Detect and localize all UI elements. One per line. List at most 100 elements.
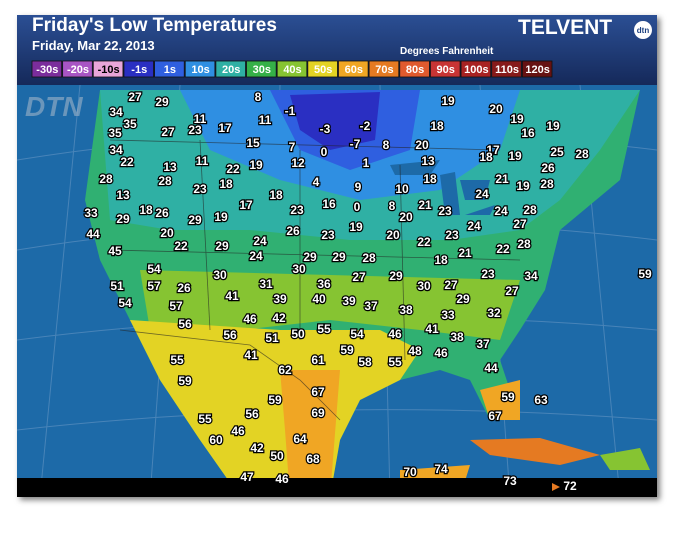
- legend-label: 40s: [283, 64, 301, 76]
- temperature: 29: [215, 239, 229, 253]
- temperature: 46: [434, 346, 448, 360]
- temperature: 24: [494, 204, 508, 218]
- legend-label: 60s: [345, 64, 363, 76]
- temperature: 27: [161, 125, 175, 139]
- temperature: 39: [342, 294, 356, 308]
- temperature: 28: [523, 203, 537, 217]
- temperature: 59: [178, 374, 192, 388]
- temperature: 18: [423, 172, 437, 186]
- temperature: 9: [355, 180, 362, 194]
- temperature: 20: [489, 102, 503, 116]
- temperature: 33: [84, 206, 98, 220]
- legend-label: 10s: [191, 64, 209, 76]
- temperature: 19: [349, 220, 363, 234]
- temperature: 21: [418, 198, 432, 212]
- temperature: 0: [354, 200, 361, 214]
- units: Degrees Fahrenheit: [400, 46, 494, 57]
- temperature: 26: [155, 206, 169, 220]
- temperature: 50: [291, 327, 305, 341]
- temperature: 12: [291, 156, 305, 170]
- temperature: 54: [350, 327, 364, 341]
- temperature: 41: [225, 289, 239, 303]
- title: Friday's Low Temperatures: [32, 15, 277, 36]
- temperature: 36: [317, 277, 331, 291]
- temperature: 55: [170, 353, 184, 367]
- temperature: 38: [450, 330, 464, 344]
- legend-label: -1s: [131, 64, 147, 76]
- temperature: 17: [218, 121, 232, 135]
- temperature: 55: [388, 355, 402, 369]
- brand-logo: dtn: [637, 26, 650, 35]
- map-layer: [16, 84, 658, 498]
- legend-label: -10s: [98, 64, 120, 76]
- temperature: 16: [322, 197, 336, 211]
- temperature: 47: [240, 470, 254, 484]
- temperature: 29: [332, 250, 346, 264]
- temperature: -1: [285, 104, 296, 118]
- brand: TELVENT: [518, 16, 612, 39]
- legend-label: 70s: [375, 64, 393, 76]
- temperature: 26: [286, 224, 300, 238]
- temperature: 51: [265, 331, 279, 345]
- temperature: 25: [550, 145, 564, 159]
- temperature: 62: [278, 363, 292, 377]
- zone-40s: [140, 270, 520, 340]
- temperature: 8: [389, 199, 396, 213]
- legend-label: 1s: [164, 64, 176, 76]
- temperature: 27: [513, 217, 527, 231]
- legend-swatch: [31, 60, 63, 78]
- temperature: 13: [163, 160, 177, 174]
- temperature: 10: [395, 182, 409, 196]
- temperature: 54: [118, 296, 132, 310]
- temperature: 61: [311, 353, 325, 367]
- temperature: 42: [272, 311, 286, 325]
- temperature: 54: [147, 262, 161, 276]
- temperature: 34: [109, 105, 123, 119]
- temperature: -2: [360, 119, 371, 133]
- temperature: 30: [292, 262, 306, 276]
- legend-swatch: [399, 60, 430, 78]
- date: Friday, Mar 22, 2013: [32, 38, 155, 53]
- legend-swatch: [215, 60, 246, 78]
- temperature: 29: [303, 250, 317, 264]
- temperature: 1: [363, 156, 370, 170]
- temperature: 29: [155, 95, 169, 109]
- legend-swatch: [368, 60, 400, 78]
- temperature: 56: [245, 407, 259, 421]
- temperature: -7: [350, 137, 361, 151]
- legend-swatch: [92, 60, 124, 78]
- legend-label: 120s: [525, 64, 549, 76]
- temperature: 67: [311, 385, 325, 399]
- temperature: 18: [219, 177, 233, 191]
- temperature: 17: [486, 143, 500, 157]
- temperature: 44: [86, 227, 100, 241]
- temperature: 27: [505, 284, 519, 298]
- legend-swatch: [521, 60, 553, 78]
- temperature: 40: [312, 292, 326, 306]
- legend-swatch: [123, 60, 154, 78]
- legend-label: 90s: [437, 64, 455, 76]
- temperature: 19: [510, 112, 524, 126]
- temperature: 56: [178, 317, 192, 331]
- legend-swatch: [491, 60, 522, 78]
- temperature: 37: [364, 299, 378, 313]
- temperature: 21: [458, 246, 472, 260]
- legend-swatch: [276, 60, 308, 78]
- temperature: 55: [198, 412, 212, 426]
- temperature: 19: [214, 210, 228, 224]
- temperature: 20: [386, 228, 400, 242]
- temperature: 32: [487, 306, 501, 320]
- legend-swatch: [460, 60, 492, 78]
- temperature: 27: [444, 278, 458, 292]
- temperature: 24: [253, 234, 267, 248]
- temperature: 29: [389, 269, 403, 283]
- legend-swatch: [62, 60, 93, 78]
- hispaniola: [600, 448, 650, 470]
- offmap-arrow: [552, 483, 560, 491]
- temperature: 18: [269, 188, 283, 202]
- temperature: 27: [128, 90, 142, 104]
- temperature: 51: [110, 279, 124, 293]
- temperature: 59: [268, 393, 282, 407]
